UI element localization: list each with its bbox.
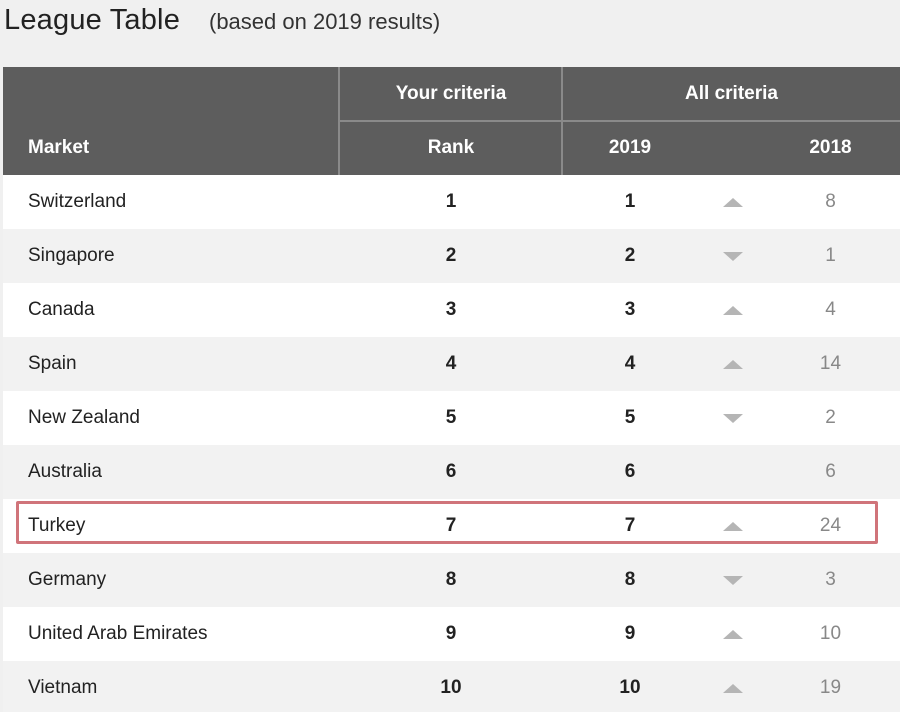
rank-2019-cell: 2 <box>624 245 636 266</box>
rank-2018-cell: 14 <box>819 353 842 374</box>
trend-cell <box>708 229 758 283</box>
rank-2018-cell: 3 <box>825 569 836 590</box>
trend-cell <box>708 499 758 553</box>
no-change-icon <box>723 468 743 477</box>
market-cell: Germany <box>28 569 107 590</box>
rank-cell: 5 <box>445 407 457 428</box>
table-row[interactable]: Germany 8 8 3 <box>3 553 900 607</box>
table-row[interactable]: Singapore 2 2 1 <box>3 229 900 283</box>
table-row[interactable]: Turkey 7 7 24 <box>3 499 900 553</box>
header-divider <box>338 67 340 175</box>
arrow-up-icon <box>723 521 743 531</box>
table-row[interactable]: United Arab Emirates 9 9 10 <box>3 607 900 661</box>
rank-2019-cell: 6 <box>624 461 636 482</box>
header-divider <box>340 120 900 122</box>
arrow-down-icon <box>723 575 743 585</box>
rank-cell: 2 <box>445 245 457 266</box>
market-cell: New Zealand <box>28 407 140 428</box>
trend-cell <box>708 607 758 661</box>
arrow-up-icon <box>723 305 743 315</box>
rank-cell: 6 <box>445 461 457 482</box>
rank-cell: 8 <box>445 569 457 590</box>
trend-cell <box>708 661 758 712</box>
rank-2018-cell: 19 <box>819 677 842 698</box>
header-2019[interactable]: 2019 <box>608 137 652 158</box>
rank-2019-cell: 9 <box>624 623 636 644</box>
table-row[interactable]: New Zealand 5 5 2 <box>3 391 900 445</box>
arrow-up-icon <box>723 683 743 693</box>
rank-cell: 1 <box>445 191 457 212</box>
arrow-up-icon <box>723 359 743 369</box>
header-group-all-criteria: All criteria <box>685 83 778 104</box>
rank-2018-cell: 10 <box>819 623 842 644</box>
market-cell: Singapore <box>28 245 115 266</box>
rank-2018-cell: 6 <box>825 461 836 482</box>
rank-cell: 3 <box>445 299 457 320</box>
arrow-up-icon <box>723 629 743 639</box>
rank-2019-cell: 3 <box>624 299 636 320</box>
rank-cell: 9 <box>445 623 457 644</box>
trend-cell <box>708 283 758 337</box>
table-row[interactable]: Switzerland 1 1 8 <box>3 175 900 229</box>
header-rank[interactable]: Rank <box>427 137 475 158</box>
rank-2018-cell: 4 <box>825 299 836 320</box>
page-title: League Table <box>4 4 181 36</box>
trend-cell <box>708 175 758 229</box>
table-row[interactable]: Spain 4 4 14 <box>3 337 900 391</box>
market-cell: Spain <box>28 353 77 374</box>
rank-2018-cell: 8 <box>825 191 836 212</box>
market-cell: Turkey <box>28 515 86 536</box>
page-subtitle: (based on 2019 results) <box>209 9 441 34</box>
arrow-up-icon <box>723 197 743 207</box>
rank-2018-cell: 24 <box>819 515 842 536</box>
trend-cell <box>708 391 758 445</box>
rank-2019-cell: 1 <box>624 191 636 212</box>
market-cell: Australia <box>28 461 102 482</box>
table-row[interactable]: Canada 3 3 4 <box>3 283 900 337</box>
market-cell: United Arab Emirates <box>28 623 208 644</box>
table-header: Your criteria All criteria Market Rank 2… <box>3 67 900 175</box>
rank-2019-cell: 7 <box>624 515 636 536</box>
rank-cell: 7 <box>445 515 457 536</box>
market-cell: Switzerland <box>28 191 127 212</box>
market-cell: Canada <box>28 299 95 320</box>
rank-cell: 4 <box>445 353 457 374</box>
trend-cell <box>708 553 758 607</box>
page-header: League Table (based on 2019 results) <box>0 0 900 52</box>
rank-2018-cell: 2 <box>825 407 836 428</box>
rank-2019-cell: 5 <box>624 407 636 428</box>
league-table: Your criteria All criteria Market Rank 2… <box>3 67 900 712</box>
rank-cell: 10 <box>440 677 462 698</box>
header-2018[interactable]: 2018 <box>809 137 852 158</box>
market-cell: Vietnam <box>28 677 98 698</box>
rank-2018-cell: 1 <box>825 245 836 266</box>
table-row[interactable]: Australia 6 6 6 <box>3 445 900 499</box>
rank-2019-cell: 4 <box>624 353 636 374</box>
rank-2019-cell: 8 <box>624 569 636 590</box>
trend-cell <box>708 337 758 391</box>
table-row[interactable]: Vietnam 10 10 19 <box>3 661 900 712</box>
rank-2019-cell: 10 <box>619 677 641 698</box>
arrow-down-icon <box>723 251 743 261</box>
arrow-down-icon <box>723 413 743 423</box>
header-group-your-criteria: Your criteria <box>395 83 507 104</box>
trend-cell <box>708 445 758 499</box>
header-market[interactable]: Market <box>28 137 90 158</box>
